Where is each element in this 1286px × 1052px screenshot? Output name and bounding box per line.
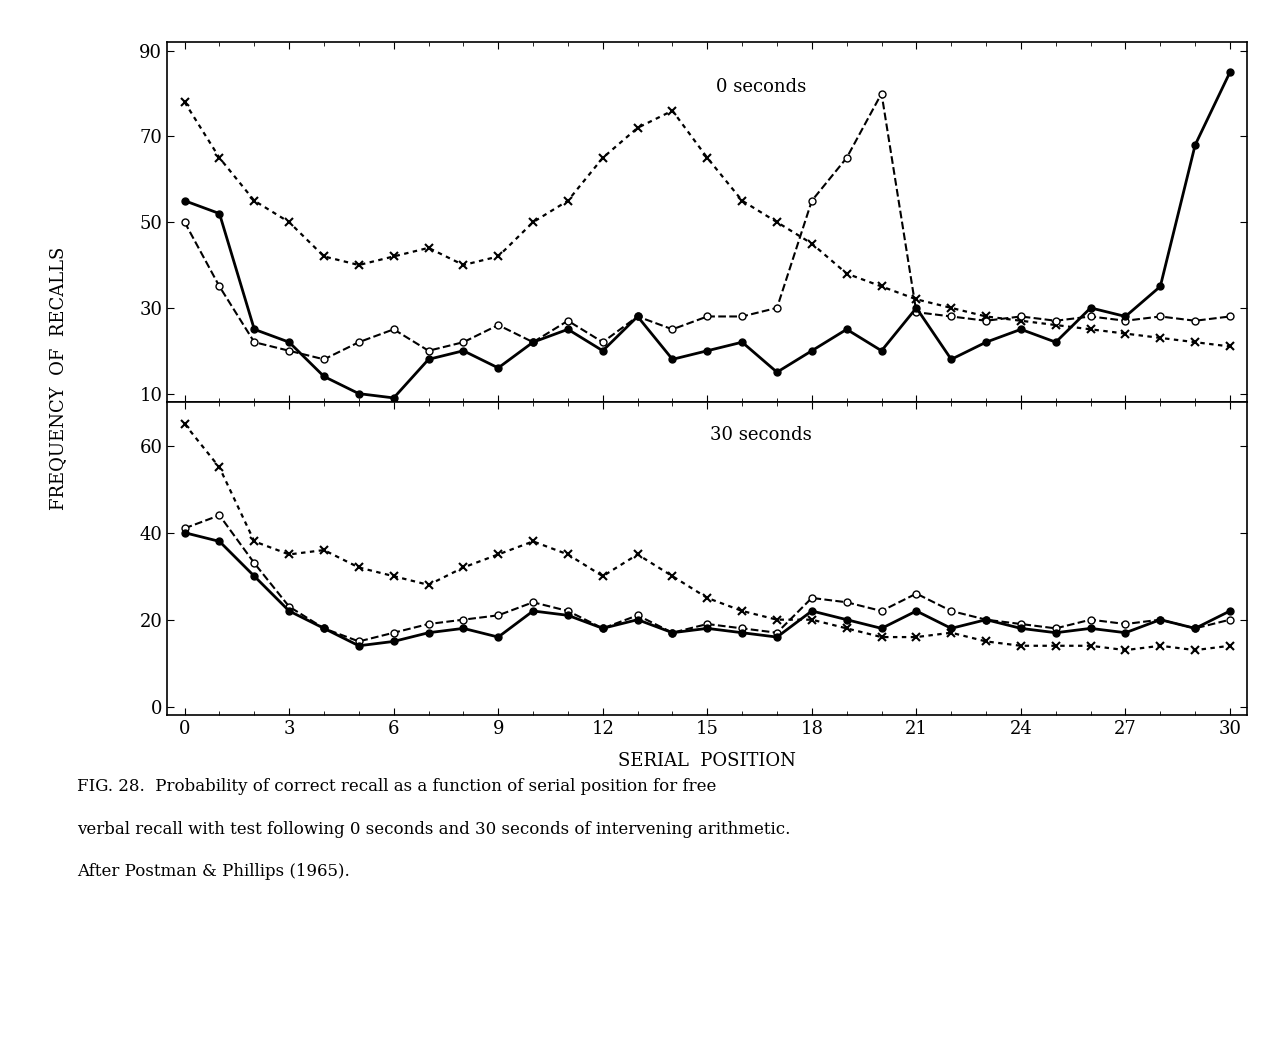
X-axis label: SERIAL  POSITION: SERIAL POSITION (619, 752, 796, 770)
Text: After Postman & Phillips (1965).: After Postman & Phillips (1965). (77, 863, 350, 879)
Text: 30 seconds: 30 seconds (710, 426, 813, 444)
Text: FIG. 28.  Probability of correct recall as a function of serial position for fre: FIG. 28. Probability of correct recall a… (77, 778, 716, 795)
Text: 0 seconds: 0 seconds (716, 79, 806, 97)
Text: FREQUENCY  OF  RECALLS: FREQUENCY OF RECALLS (49, 247, 67, 510)
Text: verbal recall with test following 0 seconds and 30 seconds of intervening arithm: verbal recall with test following 0 seco… (77, 821, 791, 837)
